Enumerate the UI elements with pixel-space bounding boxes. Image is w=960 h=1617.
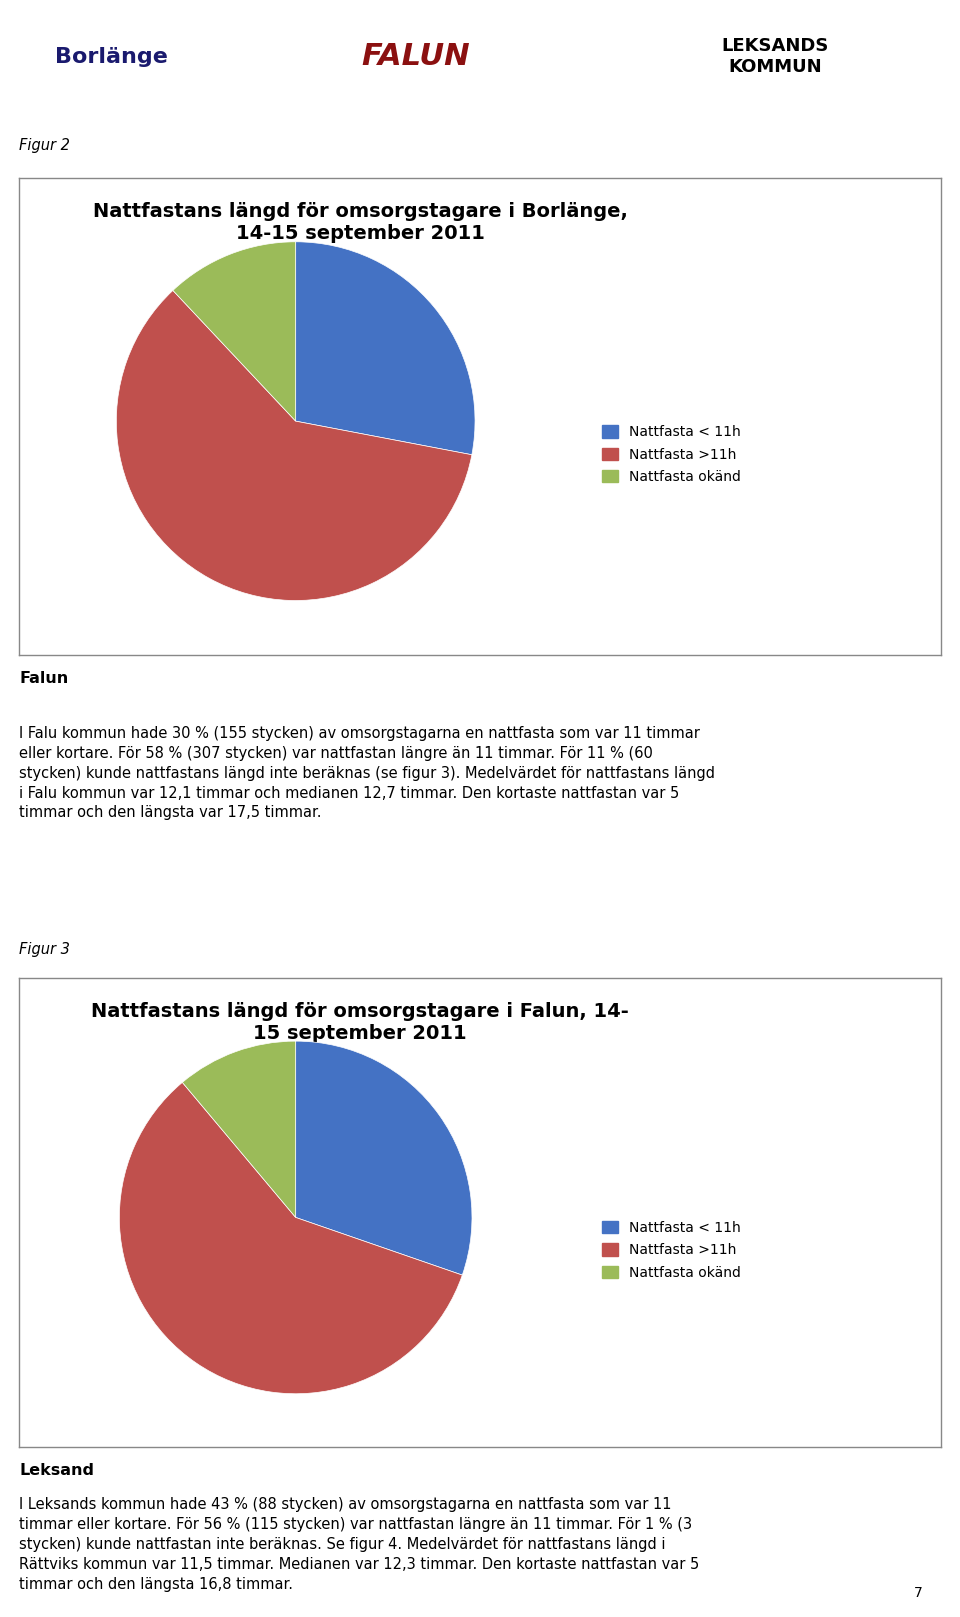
Text: Nattfastans längd för omsorgstagare i Falun, 14-
15 september 2011: Nattfastans längd för omsorgstagare i Fa… [91,1003,629,1043]
Text: Falun: Falun [19,671,68,686]
Text: 28%: 28% [402,361,436,375]
Text: 30%: 30% [409,1163,444,1177]
Text: 60%: 60% [202,487,235,501]
Text: 11%: 11% [224,1134,258,1148]
Text: 7: 7 [914,1586,923,1599]
Text: I Falu kommun hade 30 % (155 stycken) av omsorgstagarna en nattfasta som var 11 : I Falu kommun hade 30 % (155 stycken) av… [19,726,715,820]
Text: 58%: 58% [188,1277,222,1292]
Legend: Nattfasta < 11h, Nattfasta >11h, Nattfasta okänd: Nattfasta < 11h, Nattfasta >11h, Nattfas… [597,420,746,488]
Text: Leksand: Leksand [19,1463,94,1478]
Text: FALUN: FALUN [361,42,469,71]
Text: I Leksands kommun hade 43 % (88 stycken) av omsorgstagarna en nattfasta som var : I Leksands kommun hade 43 % (88 stycken)… [19,1497,700,1591]
Legend: Nattfasta < 11h, Nattfasta >11h, Nattfasta okänd: Nattfasta < 11h, Nattfasta >11h, Nattfas… [597,1216,746,1284]
Text: Figur 2: Figur 2 [19,137,70,154]
Text: LEKSANDS
KOMMUN: LEKSANDS KOMMUN [721,37,828,76]
Text: Nattfastans längd för omsorgstagare i Borlänge,
14-15 september 2011: Nattfastans längd för omsorgstagare i Bo… [93,202,628,243]
Text: Borlänge: Borlänge [55,47,168,66]
Text: 12%: 12% [220,336,253,351]
Text: Figur 3: Figur 3 [19,943,70,957]
